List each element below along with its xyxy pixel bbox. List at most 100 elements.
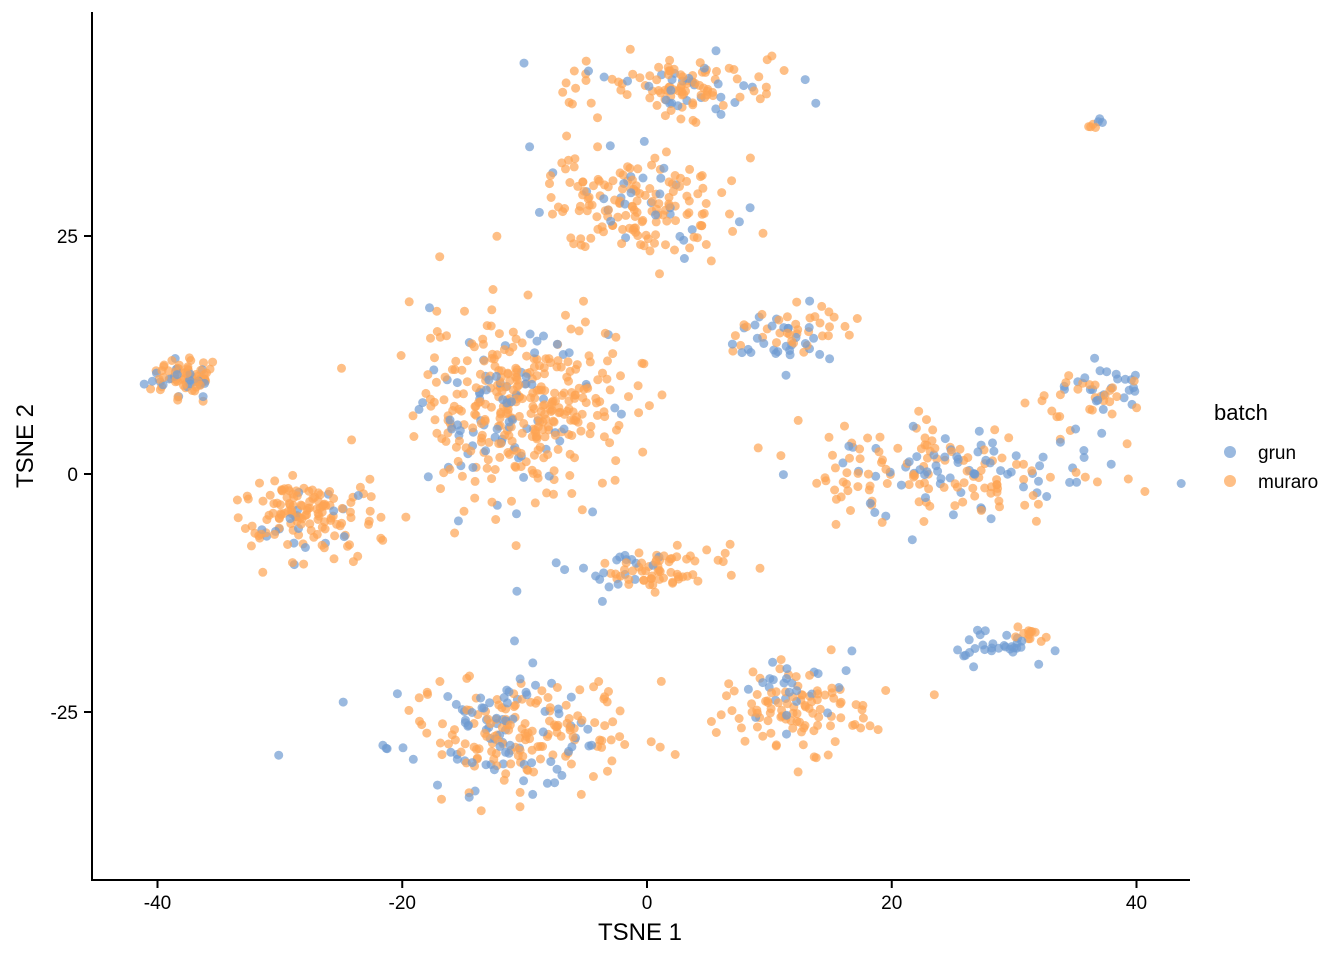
point-muraro (584, 351, 594, 361)
point-muraro (183, 362, 193, 372)
point-muraro (552, 683, 562, 692)
point-muraro (530, 393, 540, 403)
point-muraro (510, 700, 520, 710)
point-grun (557, 770, 567, 780)
point-muraro (1047, 406, 1057, 416)
point-grun (929, 450, 939, 460)
point-muraro (840, 321, 850, 331)
point-muraro (616, 371, 625, 381)
point-muraro (598, 368, 607, 378)
point-muraro (736, 723, 746, 733)
point-muraro (542, 488, 552, 498)
point-muraro (517, 428, 527, 438)
point-grun (804, 323, 814, 332)
point-grun (560, 565, 570, 575)
point-muraro (582, 206, 592, 216)
point-muraro (635, 189, 645, 198)
point-grun (800, 339, 810, 348)
point-grun (519, 58, 529, 68)
point-grun (782, 710, 792, 720)
point-muraro (1031, 516, 1041, 526)
point-muraro (633, 381, 643, 391)
point-muraro (470, 493, 480, 503)
point-muraro (196, 365, 206, 375)
point-muraro (771, 740, 781, 750)
point-muraro (577, 505, 587, 515)
point-muraro (414, 693, 424, 703)
point-grun (936, 474, 946, 484)
point-muraro (909, 470, 918, 479)
point-muraro (1107, 409, 1117, 419)
point-muraro (718, 557, 728, 567)
point-muraro (728, 226, 738, 236)
point-muraro (830, 485, 840, 495)
point-grun (467, 758, 477, 768)
point-muraro (826, 721, 835, 731)
point-muraro (685, 164, 695, 174)
point-muraro (546, 193, 556, 202)
point-grun (588, 507, 598, 517)
point-muraro (325, 487, 335, 496)
point-muraro (247, 521, 257, 531)
point-muraro (586, 98, 596, 108)
point-grun (1093, 395, 1103, 405)
point-grun (534, 207, 544, 217)
point-grun (613, 579, 623, 589)
point-grun (564, 348, 574, 358)
point-grun (599, 568, 609, 578)
point-muraro (516, 448, 526, 458)
point-grun (554, 709, 564, 719)
point-grun (481, 446, 491, 456)
point-muraro (672, 540, 682, 550)
point-muraro (422, 687, 432, 697)
point-grun (805, 296, 815, 306)
point-muraro (1087, 405, 1097, 415)
x-tick-label: 20 (881, 893, 902, 914)
point-muraro (1020, 500, 1030, 510)
point-muraro (829, 312, 839, 322)
point-muraro (645, 93, 655, 103)
point-muraro (701, 240, 711, 249)
point-grun (1106, 459, 1116, 469)
point-muraro (749, 86, 759, 96)
point-muraro (549, 720, 559, 730)
point-muraro (919, 517, 929, 526)
point-muraro (426, 333, 435, 343)
point-muraro (579, 385, 589, 394)
point-muraro (761, 82, 771, 92)
point-muraro (650, 587, 660, 597)
point-muraro (630, 212, 640, 221)
point-muraro (845, 453, 854, 463)
point-muraro (537, 686, 547, 696)
point-grun (948, 510, 958, 520)
point-muraro (574, 326, 584, 336)
point-grun (980, 626, 990, 636)
point-muraro (452, 389, 462, 399)
point-muraro (488, 285, 498, 294)
point-grun (597, 596, 607, 606)
point-grun (1065, 477, 1075, 487)
point-muraro (312, 504, 322, 514)
point-muraro (337, 518, 347, 528)
point-muraro (665, 55, 675, 65)
point-muraro (538, 425, 548, 435)
point-muraro (621, 558, 631, 568)
point-grun (727, 339, 737, 349)
point-muraro (597, 478, 607, 488)
point-muraro (482, 321, 492, 331)
point-grun (559, 424, 569, 434)
point-muraro (435, 332, 445, 342)
point-muraro (146, 384, 156, 394)
point-muraro (511, 334, 521, 344)
point-grun (423, 472, 433, 482)
point-muraro (605, 385, 615, 395)
point-muraro (294, 530, 304, 540)
point-muraro (955, 444, 965, 454)
point-grun (566, 692, 576, 702)
point-muraro (603, 356, 612, 366)
point-muraro (545, 703, 555, 713)
point-grun (495, 741, 505, 751)
point-grun (522, 690, 532, 700)
point-muraro (939, 482, 949, 492)
point-muraro (722, 691, 731, 701)
